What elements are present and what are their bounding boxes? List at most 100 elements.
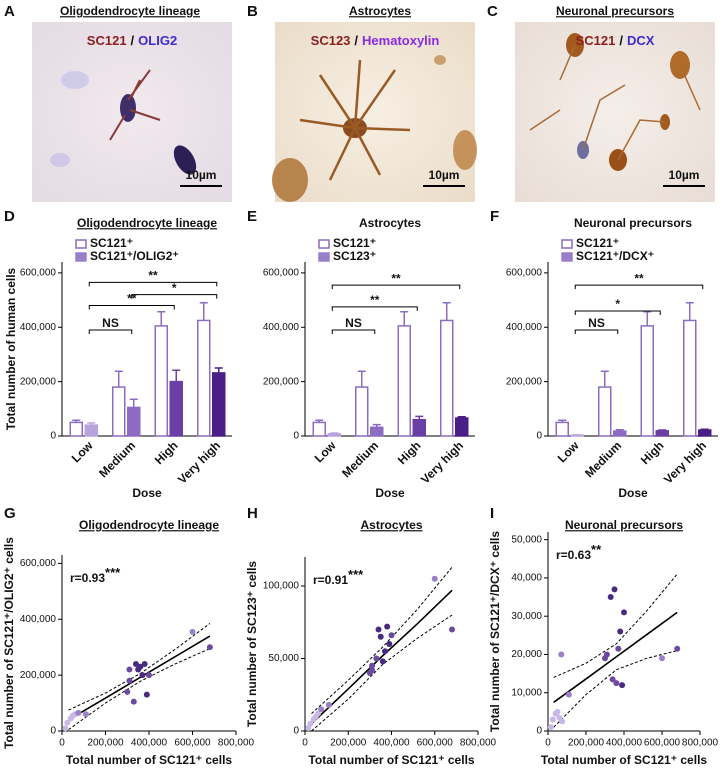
significance-label: NS	[102, 316, 119, 330]
stain-label: SC121 /OLIG2	[87, 33, 177, 48]
chart-title: Astrocytes	[360, 518, 422, 532]
y-tick-label: 0	[536, 726, 542, 737]
confidence-band-lower	[553, 650, 678, 728]
stain-marker: SC123	[311, 33, 351, 48]
error-bar	[214, 367, 223, 373]
data-point	[609, 676, 616, 683]
chart-title: Neuronal precursors	[565, 518, 683, 532]
y-tick-label: 600,000	[20, 558, 57, 569]
data-point	[130, 698, 137, 705]
error-bar	[172, 369, 181, 382]
correlation-r: r=0.93	[70, 571, 105, 585]
data-point	[431, 575, 438, 582]
data-point	[382, 648, 389, 655]
bar	[598, 386, 612, 437]
legend-swatch	[318, 239, 330, 249]
data-point	[659, 655, 665, 662]
legend-label: SC121⁺	[576, 236, 619, 250]
error-bar	[658, 429, 667, 431]
bar	[154, 325, 168, 437]
error-bar	[615, 428, 624, 432]
data-point	[369, 667, 376, 674]
y-tick-label: 100,000	[263, 581, 300, 592]
y-tick-label: 0	[50, 726, 56, 737]
data-point	[373, 655, 380, 662]
confidence-band-lower	[311, 614, 453, 732]
data-point	[386, 641, 393, 647]
confidence-band-upper	[311, 566, 453, 714]
bar	[555, 421, 569, 437]
data-point	[146, 672, 152, 679]
panel-letter: A	[4, 3, 15, 20]
x-tick-label: Low	[555, 438, 582, 465]
data-point	[615, 645, 622, 652]
y-tick-label: 400,000	[506, 322, 543, 333]
data-point	[375, 626, 382, 633]
bar	[312, 421, 326, 437]
data-point	[547, 724, 554, 731]
legend-swatch	[75, 252, 87, 262]
x-tick-label: Very high	[661, 438, 709, 486]
panel-letter: I	[490, 505, 494, 522]
stain-label: SC123/ Hematoxylin	[311, 33, 440, 48]
panel-title: Oligodendrocyte lineage	[60, 4, 200, 18]
significance-bracket	[131, 294, 218, 299]
y-tick-label: 200,000	[20, 670, 57, 681]
significance-bracket	[88, 305, 175, 310]
panel-letter: E	[247, 208, 257, 225]
data-point	[369, 662, 376, 669]
panel-letter: B	[247, 3, 258, 20]
chart-title: Neuronal precursors	[574, 216, 692, 230]
significance-label: NS	[588, 316, 605, 330]
significance-bracket	[331, 284, 461, 290]
data-point	[565, 691, 572, 698]
y-tick-label: 400,000	[20, 322, 57, 333]
error-bar	[87, 422, 96, 426]
data-point	[674, 645, 681, 652]
data-point	[126, 666, 133, 673]
y-tick-label: 0	[536, 431, 542, 442]
data-point	[318, 706, 325, 713]
error-bar	[400, 311, 409, 326]
error-bar	[330, 432, 339, 434]
panel-letter: D	[4, 208, 15, 225]
y-tick-label: 200,000	[20, 376, 57, 387]
bar	[69, 421, 83, 437]
error-bar	[442, 302, 451, 321]
y-tick-label: 0	[293, 726, 299, 737]
stain-counterstain: DCX	[627, 33, 655, 48]
correlation-label: r=0.93***	[70, 565, 121, 585]
x-tick-label: High	[152, 438, 181, 467]
legend-swatch	[561, 252, 573, 262]
bar	[412, 418, 426, 437]
x-tick-label: High	[395, 438, 424, 467]
significance-bracket	[574, 284, 704, 290]
data-point	[143, 691, 150, 698]
micrograph	[272, 22, 477, 202]
data-point	[617, 628, 624, 635]
data-point	[554, 708, 561, 715]
x-tick-label: Low	[69, 438, 96, 465]
error-bar	[457, 415, 466, 419]
y-tick-label: 30,000	[511, 611, 542, 622]
x-tick-label: Very high	[418, 438, 466, 486]
data-point	[325, 701, 332, 708]
legend-label: SC121⁺/OLIG2⁺	[90, 249, 179, 263]
error-bar	[114, 370, 123, 388]
stain-counterstain: OLIG2	[138, 33, 177, 48]
y-tick-label: 400,000	[263, 322, 300, 333]
data-point	[619, 682, 626, 689]
significance-label: **	[391, 271, 401, 285]
error-bar	[643, 311, 652, 326]
error-bar	[199, 302, 208, 321]
y-tick-label: 200,000	[506, 376, 543, 387]
micrograph	[515, 22, 715, 202]
significance-bracket	[331, 329, 376, 334]
y-tick-label: 10,000	[511, 687, 542, 698]
x-tick-label: 400,000	[373, 738, 410, 749]
data-point	[558, 651, 565, 658]
chart-title: Oligodendrocyte lineage	[79, 518, 219, 532]
data-point	[82, 711, 89, 718]
y-tick-label: 600,000	[263, 268, 300, 279]
y-tick-label: 200,000	[263, 376, 300, 387]
